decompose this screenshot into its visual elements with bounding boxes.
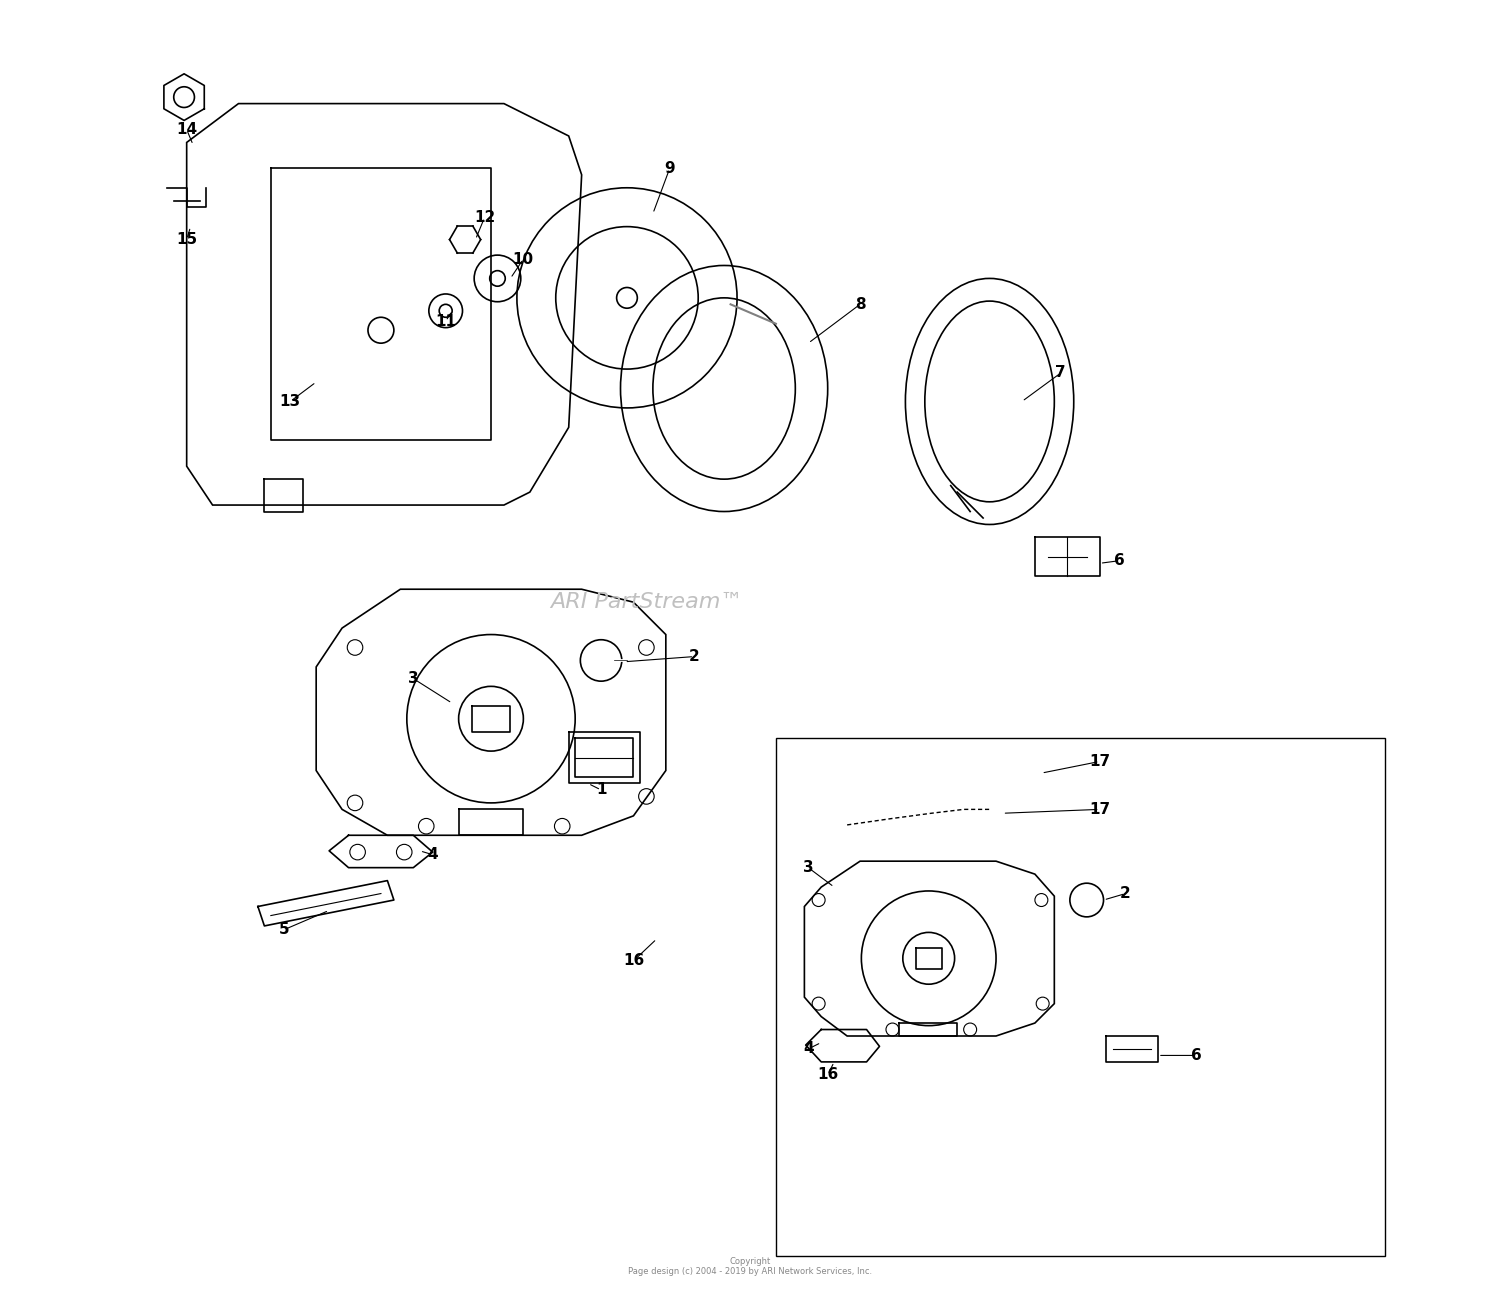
Text: 3: 3 [802, 860, 813, 875]
Text: 14: 14 [176, 122, 196, 137]
Text: 11: 11 [435, 313, 456, 329]
Text: 2: 2 [1120, 886, 1131, 901]
Text: 3: 3 [408, 671, 419, 686]
Text: 7: 7 [1056, 365, 1066, 381]
Text: 4: 4 [802, 1041, 813, 1057]
Text: ARI PartStream™: ARI PartStream™ [550, 592, 742, 613]
Text: 1: 1 [596, 782, 606, 798]
Text: 12: 12 [474, 210, 495, 225]
Text: 10: 10 [513, 251, 534, 267]
Text: 15: 15 [176, 232, 196, 247]
Text: 2: 2 [688, 649, 699, 664]
Text: 9: 9 [664, 161, 675, 176]
Text: 4: 4 [427, 847, 438, 862]
Text: 6: 6 [1191, 1048, 1202, 1063]
Text: 5: 5 [279, 922, 290, 938]
Text: Copyright
Page design (c) 2004 - 2019 by ARI Network Services, Inc.: Copyright Page design (c) 2004 - 2019 by… [628, 1257, 872, 1276]
Text: 17: 17 [1089, 802, 1110, 817]
Text: 16: 16 [622, 953, 644, 969]
Text: 8: 8 [855, 297, 865, 312]
Text: 16: 16 [818, 1067, 839, 1083]
Text: 17: 17 [1089, 754, 1110, 769]
Text: 6: 6 [1113, 553, 1125, 569]
Text: 13: 13 [279, 394, 302, 409]
